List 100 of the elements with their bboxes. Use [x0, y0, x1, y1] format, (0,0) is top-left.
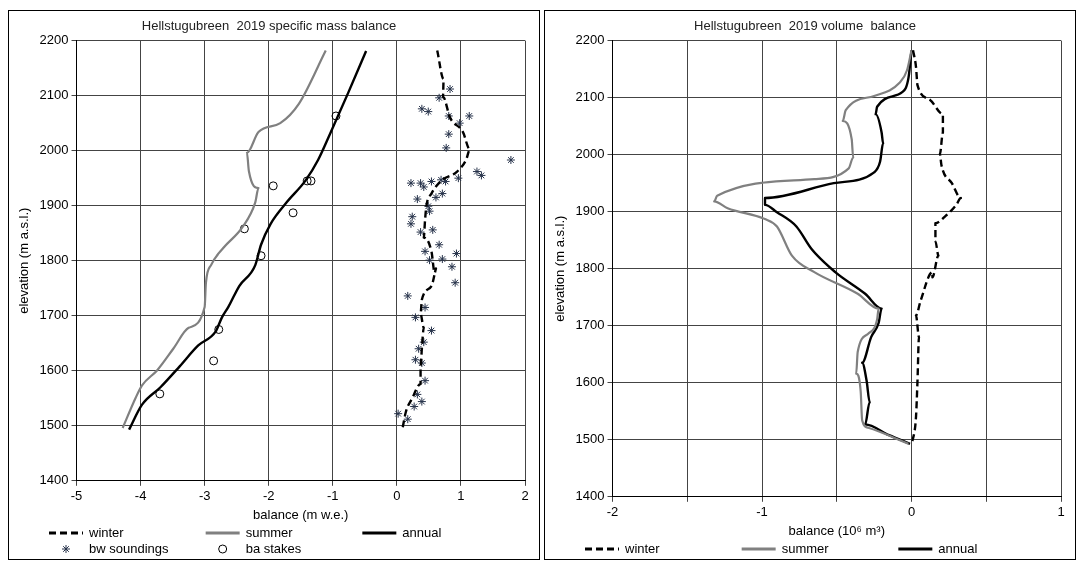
- y-tick-label: 2000: [39, 142, 69, 158]
- y-axis-title: elevation (m a.s.l.): [16, 207, 32, 314]
- point: [476, 170, 486, 180]
- point: [416, 178, 426, 188]
- point: [417, 358, 427, 368]
- point: [410, 312, 420, 322]
- legend-label: summer: [781, 540, 830, 556]
- point: [419, 337, 429, 347]
- y-tick-label: 1400: [39, 472, 69, 488]
- x-tick-label: -1: [756, 504, 768, 520]
- point: [426, 326, 436, 336]
- point: [412, 194, 422, 204]
- y-tick-label: 2100: [39, 87, 69, 103]
- y-tick-label: 1600: [39, 362, 69, 378]
- point: [416, 227, 426, 237]
- point: [393, 409, 403, 419]
- legend-label: winter: [624, 540, 661, 556]
- x-tick-label: 1: [1057, 504, 1065, 520]
- point: [444, 111, 454, 121]
- point: [420, 246, 430, 256]
- point: [472, 167, 482, 177]
- legend-label: ba stakes: [245, 540, 302, 556]
- point: [420, 376, 430, 386]
- y-tick-label: 1800: [575, 260, 605, 276]
- x-tick-label: -2: [262, 488, 275, 504]
- x-tick-label: 0: [393, 488, 401, 504]
- point: [444, 129, 454, 139]
- legend-label: bw soundings: [89, 540, 169, 556]
- y-tick-label: 1900: [39, 197, 69, 213]
- point: [423, 107, 433, 117]
- point: [403, 414, 413, 424]
- point: [306, 176, 316, 186]
- x-tick-label: -1: [327, 488, 339, 504]
- point: [417, 104, 427, 114]
- point: [288, 208, 298, 218]
- point: [447, 262, 457, 272]
- point: [426, 176, 436, 186]
- point: [410, 355, 420, 365]
- x-axis-title: balance (10⁶ m³): [788, 522, 885, 538]
- point: [239, 224, 249, 234]
- x-tick-label: -3: [198, 488, 211, 504]
- y-tick-label: 2200: [39, 32, 69, 48]
- point: [412, 389, 422, 399]
- legend-label: annual: [938, 540, 978, 556]
- point: [419, 182, 429, 192]
- point: [434, 93, 444, 103]
- point: [406, 219, 416, 229]
- y-tick-label: 2100: [575, 89, 605, 105]
- line-series: [121, 49, 327, 430]
- point: [268, 181, 278, 191]
- legend-label: summer: [245, 524, 294, 540]
- y-axis-title: elevation (m a.s.l.): [552, 215, 568, 322]
- x-tick-label: 1: [457, 488, 465, 504]
- y-tick-label: 1600: [575, 374, 605, 390]
- chart-title: Hellstugubreen 2019 specific mass balance: [141, 18, 397, 34]
- point: [256, 251, 266, 261]
- line-series: [713, 49, 913, 445]
- point: [407, 212, 417, 222]
- point: [445, 84, 455, 94]
- point: [434, 240, 444, 250]
- point: [464, 111, 474, 121]
- y-tick-label: 1400: [575, 488, 605, 504]
- point: [214, 324, 224, 334]
- point: [403, 291, 413, 301]
- point: [450, 278, 460, 288]
- point: [436, 175, 446, 185]
- point: [455, 118, 465, 128]
- point: [453, 173, 463, 183]
- x-tick-label: -5: [70, 488, 83, 504]
- y-tick-label: 1700: [39, 307, 69, 323]
- x-tick-label: -2: [606, 504, 619, 520]
- line-series: [401, 49, 472, 430]
- point: [451, 249, 461, 259]
- x-axis-title: balance (m w.e.): [253, 506, 349, 522]
- point: [428, 225, 438, 235]
- point: [441, 143, 451, 153]
- y-tick-label: 2200: [575, 32, 605, 48]
- point: [331, 111, 341, 121]
- point: [302, 176, 312, 186]
- legend-label: winter: [88, 524, 125, 540]
- legend-label: annual: [402, 524, 442, 540]
- point: [425, 255, 435, 265]
- y-tick-label: 1700: [575, 317, 605, 333]
- point: [437, 189, 447, 199]
- point: [209, 356, 219, 366]
- x-tick-label: 0: [907, 504, 916, 520]
- point: [414, 344, 424, 354]
- y-tick-label: 2000: [575, 146, 605, 162]
- y-tick-label: 1900: [575, 203, 605, 219]
- x-tick-label: -4: [134, 488, 147, 504]
- point: [437, 254, 447, 264]
- point: [406, 178, 416, 188]
- y-tick-label: 1500: [39, 417, 69, 433]
- point: [431, 192, 441, 202]
- x-tick-label: 2: [521, 488, 529, 504]
- line-series: [127, 49, 368, 431]
- chart-title: Hellstugubreen 2019 volume balance: [694, 18, 916, 34]
- point: [417, 397, 427, 407]
- point: [506, 155, 516, 165]
- y-tick-label: 1500: [575, 431, 605, 447]
